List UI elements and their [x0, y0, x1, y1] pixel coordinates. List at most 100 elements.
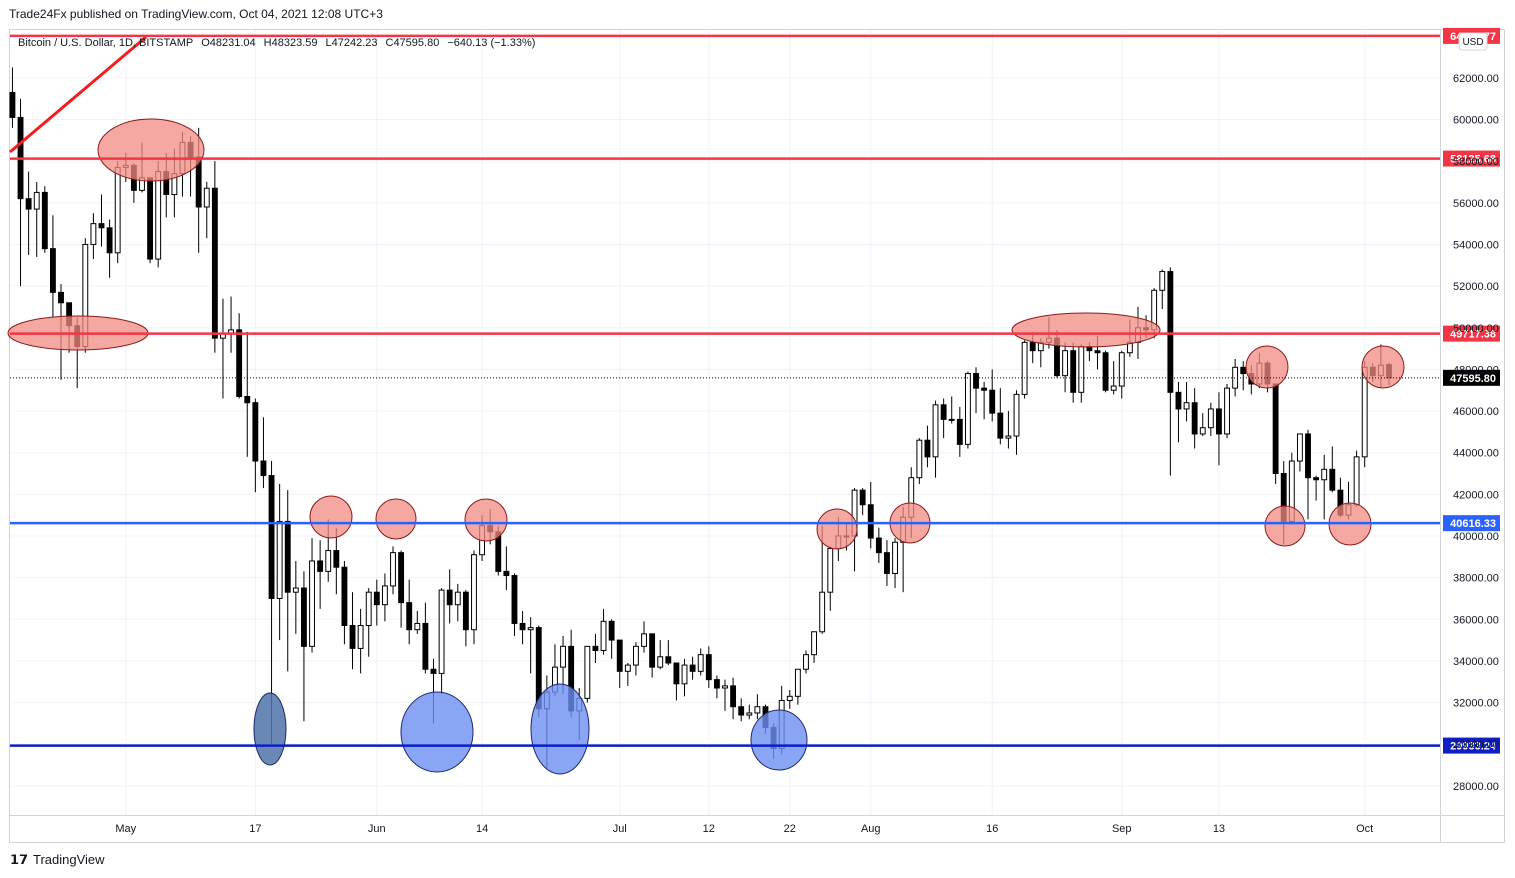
- candle-body: [665, 656, 672, 664]
- x-tick-label: Aug: [861, 823, 881, 835]
- candle-body: [406, 602, 413, 631]
- candle-body: [252, 402, 259, 462]
- y-tick-label: 52000.00: [1453, 281, 1499, 293]
- candle-body: [1167, 271, 1174, 393]
- candle-body: [981, 387, 988, 391]
- candle-body: [956, 418, 963, 445]
- y-tick-label: 42000.00: [1453, 489, 1499, 501]
- candle-body: [989, 389, 996, 414]
- candle-body: [333, 550, 340, 568]
- y-tick-label: 34000.00: [1453, 656, 1499, 668]
- circle: [1245, 345, 1289, 389]
- candle-body: [211, 187, 218, 339]
- candle-body: [616, 639, 623, 672]
- candle-body: [454, 591, 461, 606]
- candle-body: [1296, 433, 1303, 462]
- y-tick-label: 44000.00: [1453, 448, 1499, 460]
- level-label-box: [1443, 515, 1500, 532]
- candle-body: [713, 679, 720, 689]
- candle-body: [811, 631, 818, 656]
- candle-body: [373, 591, 380, 606]
- candle-body: [1207, 408, 1214, 429]
- candle-body: [430, 668, 437, 674]
- candle-body: [940, 404, 947, 420]
- circle: [464, 498, 508, 542]
- ellipse: [97, 118, 205, 182]
- candle-body: [244, 395, 251, 404]
- symbol: Bitcoin / U.S. Dollar, 1D, BITSTAMP: [18, 37, 193, 49]
- y-tick-label: 36000.00: [1453, 614, 1499, 626]
- candle-body: [438, 589, 445, 674]
- candle-body: [649, 633, 656, 668]
- candle-body: [884, 552, 890, 574]
- candle-body: [98, 223, 105, 229]
- candle-body: [155, 171, 162, 260]
- candle-body: [689, 664, 696, 672]
- candle-body: [584, 645, 591, 699]
- currency-badge[interactable]: [1458, 32, 1488, 51]
- candle-body: [276, 520, 283, 599]
- candle-body: [381, 585, 388, 606]
- level-label: 29933.24: [1450, 741, 1497, 753]
- y-tick-label: 28000.00: [1453, 781, 1499, 793]
- candle-body: [1078, 345, 1085, 393]
- candle-body: [1110, 385, 1117, 391]
- candle-body: [1232, 366, 1239, 389]
- circle: [375, 498, 417, 540]
- footer: TradingView: [33, 852, 105, 867]
- candle-body: [641, 633, 647, 647]
- level-label-box: [1443, 150, 1500, 167]
- candle-body: [608, 620, 615, 641]
- candle-body: [519, 622, 526, 631]
- x-tick-label: 12: [703, 823, 715, 835]
- candle-body: [471, 554, 477, 631]
- x-tick-label: Jul: [613, 823, 627, 835]
- candle-body: [1183, 402, 1190, 410]
- candle-body: [924, 439, 931, 458]
- candle-body: [697, 654, 704, 672]
- candle-body: [357, 625, 364, 649]
- x-tick-label: Oct: [1356, 823, 1373, 835]
- candle-body: [41, 191, 48, 250]
- ohlc-value: −640.13 (−1.33%): [447, 37, 535, 49]
- x-tick-label: Jun: [368, 823, 386, 835]
- level-label: 47595.80: [1450, 373, 1496, 385]
- x-tick-label: 16: [986, 823, 998, 835]
- candle-body: [746, 712, 753, 716]
- x-tick-label: Sep: [1112, 823, 1132, 835]
- candle-body: [1029, 341, 1036, 352]
- grid: [10, 30, 1440, 815]
- circle: [309, 495, 353, 539]
- candle-body: [414, 622, 421, 631]
- candle-body: [600, 620, 607, 652]
- trend-line: [9, 35, 147, 154]
- circle: [1361, 345, 1405, 389]
- currency[interactable]: USD: [1462, 37, 1483, 48]
- y-tick-label: 54000.00: [1453, 239, 1499, 251]
- candle-body: [341, 566, 348, 627]
- x-tick-label: May: [115, 823, 136, 835]
- y-tick-label: 32000.00: [1453, 698, 1499, 710]
- candle-body: [33, 191, 40, 210]
- candle-body: [511, 575, 518, 624]
- candle-body: [803, 654, 809, 670]
- level-label-box: [1443, 369, 1500, 386]
- candle-body: [527, 627, 534, 631]
- candle-body: [1070, 350, 1077, 393]
- circle: [816, 508, 858, 550]
- level-label-box: [1443, 737, 1500, 754]
- candle-body: [106, 227, 113, 254]
- y-tick-label: 60000.00: [1453, 115, 1499, 127]
- candle-body: [875, 537, 882, 554]
- candle-body: [446, 589, 453, 606]
- candle-body: [309, 560, 315, 647]
- ohlc-value: L47242.23: [326, 37, 378, 49]
- candle-body: [624, 664, 631, 672]
- candle-body: [916, 439, 923, 479]
- candle-body: [1094, 350, 1101, 354]
- candle-body: [236, 329, 243, 397]
- candles: [9, 67, 1392, 770]
- candle-body: [1329, 468, 1336, 491]
- frame: [9, 29, 1505, 843]
